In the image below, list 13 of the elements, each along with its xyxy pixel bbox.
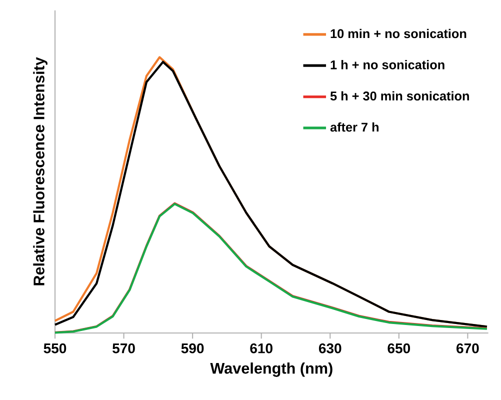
legend-label: 10 min + no sonication	[330, 28, 466, 38]
x-tick-label: 670	[456, 343, 479, 354]
y-axis-title: Relative Fluorescence Intensity	[33, 57, 48, 286]
x-axis-title: Wavelength (nm)	[210, 362, 332, 377]
legend-label: 1 h + no sonication	[330, 60, 444, 70]
x-tick-label: 650	[388, 343, 410, 354]
x-tick-label: 570	[112, 343, 135, 354]
x-tick-label: 630	[318, 343, 342, 354]
x-tick-label: 550	[44, 343, 66, 354]
legend-label: after 7 h	[330, 122, 379, 132]
x-tick-label: 590	[181, 343, 204, 354]
legend-label: 5 h + 30 min sonication	[330, 91, 469, 101]
x-tick-label: 610	[250, 343, 272, 354]
